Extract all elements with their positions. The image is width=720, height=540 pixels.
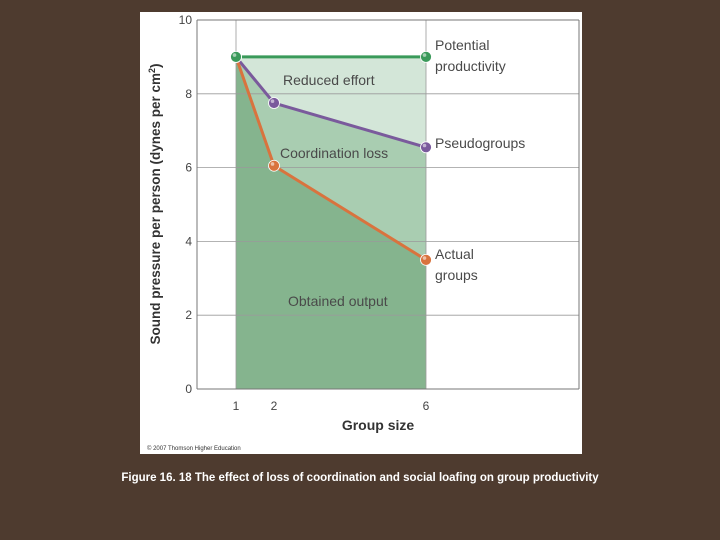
figure-number: Figure 16. 18 [121,472,192,484]
y-tick-label: 8 [185,87,192,101]
data-point-highlight [422,53,427,57]
data-point [230,51,242,63]
coordination-loss-region [236,56,426,260]
data-point [268,97,280,109]
data-point-highlight [422,256,427,260]
data-point [420,141,432,154]
y-tick-label: 6 [185,161,192,175]
obtained-output-region [236,56,426,390]
reduced-effort-region [236,56,426,148]
obtained-output-label: Obtained output [288,293,388,309]
series-label: productivity [435,58,506,74]
coordination-loss-label: Coordination loss [280,145,388,161]
y-axis-label: Sound pressure per person (dynes per cm2… [147,63,163,344]
y-tick-label: 4 [185,234,192,248]
series-label: Potential [435,37,489,53]
series-label: Actual [435,246,474,262]
reduced-effort-label: Reduced effort [283,72,375,88]
data-point [268,159,280,172]
data-point-highlight [232,53,237,57]
y-tick-label: 2 [185,308,192,322]
x-tick-label: 1 [233,399,240,413]
x-tick-label: 6 [423,399,430,413]
y-tick-label: 10 [179,13,193,27]
data-point-highlight [422,143,427,148]
data-point-highlight [270,99,275,104]
data-point [420,51,432,63]
x-tick-label: 2 [271,399,278,413]
y-tick-label: 0 [185,382,192,396]
series-label: groups [435,267,478,283]
figure-caption: Figure 16. 18 The effect of loss of coor… [0,472,720,484]
data-point-highlight [270,162,275,166]
copyright-text: © 2007 Thomson Higher Education [147,445,241,452]
data-point [420,253,432,266]
x-axis-label: Group size [342,417,415,433]
chart-panel: 0 2 4 6 8 10 1 2 6 Group size Sound pressure per … [140,12,582,454]
series-label: Pseudogroups [435,135,525,151]
figure-caption-text: The effect of loss of coordination and s… [194,472,599,484]
